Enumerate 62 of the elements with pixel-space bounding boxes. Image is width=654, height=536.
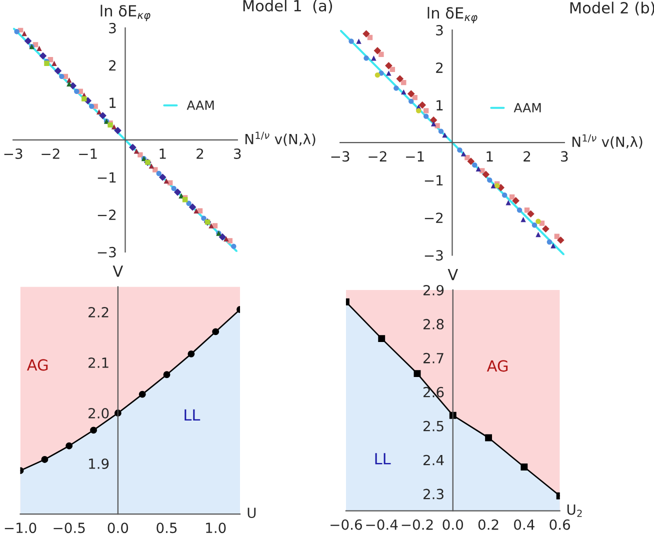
y-axis-title: V (448, 269, 458, 280)
x-tick-label: 3 (561, 151, 568, 162)
y-tick-label: −3 (98, 246, 116, 258)
x-tick-label: −2 (42, 148, 60, 159)
x-tick-label: 0.4 (514, 519, 534, 530)
x-axis-title: N$^{1/ν}$ v(N,λ) (572, 134, 642, 149)
y-tick-label: 3 (436, 24, 443, 36)
y-tick-label: 3 (109, 22, 116, 34)
x-tick-label: 0.5 (156, 522, 177, 534)
x-tick-label: 1 (486, 151, 493, 162)
x-tick-label: −2 (368, 151, 386, 162)
x-tick-label: 2 (196, 148, 204, 159)
x-tick-label: −0.2 (402, 519, 433, 530)
y-tick-label: −1 (98, 172, 116, 183)
x-tick-label: −1 (79, 148, 97, 159)
y-tick-label: 1 (436, 100, 443, 110)
x-tick-label: −3 (4, 148, 22, 159)
x-tick-label: 2 (524, 151, 530, 162)
x-axis-title: U (248, 508, 256, 518)
x-tick-label: 1.0 (206, 522, 226, 534)
y-tick-label: 2.7 (423, 352, 444, 364)
text: Model 2 (b) (570, 2, 654, 16)
legend-label: AAM (514, 103, 541, 112)
annotation: AG (26, 359, 48, 371)
x-tick-label: 0.2 (478, 519, 498, 530)
y-tick-label: 2 (109, 60, 116, 70)
x-tick-label: −1 (406, 151, 424, 162)
x-tick-label: 0.6 (550, 519, 570, 530)
legend-label: AAM (186, 100, 214, 110)
y-tick-label: 1 (110, 98, 116, 108)
x-tick-label: 1 (160, 148, 166, 159)
y-axis-title: ln δE$_{κφ}$ (100, 4, 150, 22)
x-tick-label: −0.5 (54, 522, 85, 534)
x-tick-label: −0.4 (366, 519, 398, 530)
annotation: AG (486, 360, 508, 372)
y-tick-label: 2.0 (88, 408, 109, 418)
y-tick-label: −2 (424, 212, 443, 223)
y-tick-label: 1.9 (89, 458, 109, 469)
y-tick-label: 2 (436, 62, 443, 73)
x-tick-label: −3 (331, 151, 350, 162)
y-tick-label: 2.9 (423, 284, 444, 296)
y-tick-label: −1 (424, 175, 443, 186)
y-axis-title: ln δE$_{κφ}$ (428, 6, 478, 24)
x-tick-label: 0.0 (108, 522, 128, 534)
text: Model 1 (a) (243, 0, 332, 14)
y-tick-label: 2.3 (423, 488, 444, 500)
x-tick-label: −0.6 (330, 519, 362, 530)
y-tick-label: 2.1 (88, 357, 108, 368)
x-axis-title: U$_{2}$ (567, 504, 582, 517)
y-tick-label: 2.4 (423, 454, 444, 466)
x-tick-label: 0.0 (442, 519, 464, 530)
y-tick-label: 2.2 (88, 306, 108, 318)
annotation: LL (184, 409, 200, 421)
y-axis-title: V (112, 266, 124, 277)
y-tick-label: 2.5 (423, 420, 444, 432)
y-tick-label: −2 (98, 210, 116, 220)
x-tick-label: 3 (234, 148, 241, 159)
y-tick-label: −3 (424, 250, 443, 261)
x-axis-title: N$^{1/ν}$ v(N,λ) (245, 132, 316, 146)
y-tick-label: 2.8 (423, 318, 444, 330)
x-tick-label: −1.0 (4, 522, 36, 534)
annotation: LL (375, 453, 391, 464)
